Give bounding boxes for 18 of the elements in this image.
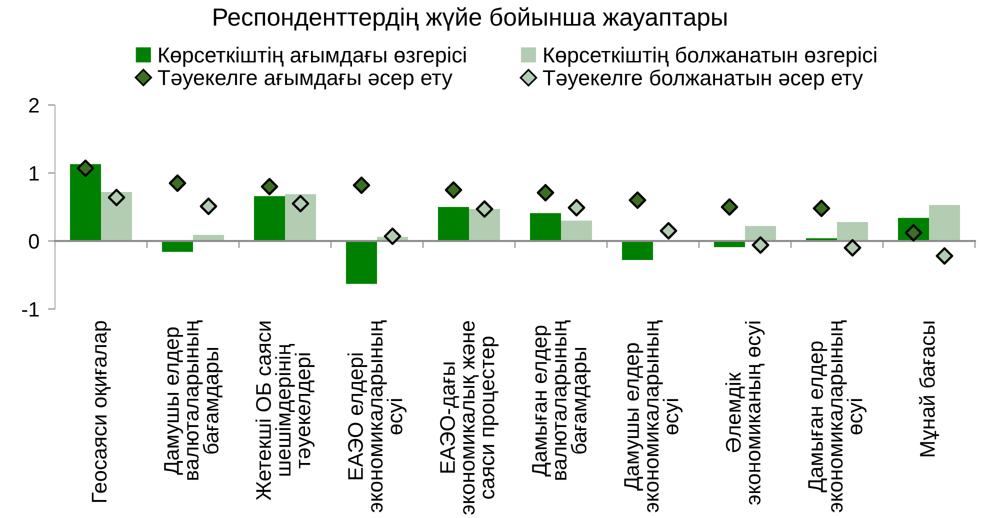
legend-label: Тәуекелге ағымдағы әсер ету xyxy=(158,70,452,90)
x-tick-label: Мұнай бағасы xyxy=(918,322,940,456)
y-tick-label: 2 xyxy=(29,98,39,113)
legend-label: Тәуекелге болжанатын әсер ету xyxy=(542,69,863,90)
x-tick-label: Дамушы елдер валюталарының бағамдары xyxy=(164,320,223,480)
x-tick-label: Дамыған елдер экономикаларының өсуі xyxy=(808,320,867,512)
x-tick-label: Жетекші ОБ саяси шешімдерінің тәуекелдері xyxy=(255,322,315,500)
y-tick-label: 1 xyxy=(30,166,39,181)
legend-label: Көрсеткіштің ағымдағы өзгерісі xyxy=(159,46,466,67)
legend-label: Көрсеткіштің болжанатын өзгерісі xyxy=(544,46,876,67)
x-tick-label: Әлемдік экономиканың өсуі xyxy=(725,322,765,505)
chart-title: Респонденттердің жүйе бойынша жауаптары xyxy=(214,7,726,31)
x-tick-label: ЕАЭО елдері экономикаларының өсуі xyxy=(347,320,407,512)
x-tick-label: Дамыған елдер валюталарының бағамдары xyxy=(532,320,591,480)
x-tick-label: Дамушы елдер экономикаларының өсуі xyxy=(624,320,683,512)
x-tick-label: Геосаяси оқиғалар xyxy=(92,321,111,502)
y-tick-label: 0 xyxy=(28,234,39,249)
y-tick-label: -1 xyxy=(22,302,39,317)
